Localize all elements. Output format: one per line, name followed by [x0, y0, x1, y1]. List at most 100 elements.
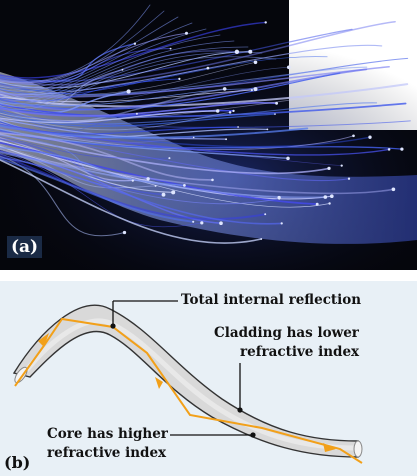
fiber-tip [211, 178, 214, 182]
fiber-strand [0, 78, 180, 102]
fiber-tip [275, 101, 279, 105]
fiber-core [24, 318, 359, 451]
fiber-tip [347, 177, 351, 180]
fiber-tip [219, 221, 223, 226]
fiber-tip [171, 190, 176, 195]
fiber-strand [0, 159, 263, 244]
fiber-tip [225, 138, 228, 141]
fiber-tip [200, 221, 204, 225]
fiber-tip [121, 68, 124, 71]
fiber-tip [131, 179, 134, 182]
fiber-diagram [12, 300, 363, 464]
fiber-tip [178, 77, 181, 81]
fiber-tip [248, 49, 253, 54]
fiber-tip [126, 89, 131, 94]
fiber-exit-face [353, 440, 363, 458]
fiber-strand [0, 102, 407, 118]
fiber-tip [260, 238, 263, 240]
fiber-tip [237, 126, 239, 128]
fiber-strand [0, 102, 378, 125]
fiber-tip [206, 66, 210, 70]
fiber-strand [0, 141, 330, 208]
fiber-tip [327, 166, 331, 171]
tir-diagram-panel: Total internal reflection Cladding has l… [0, 281, 417, 476]
fiber-strand [0, 4, 151, 83]
fiber-strand [0, 97, 305, 121]
fiber-tip [368, 135, 372, 139]
fiber-tip [387, 148, 391, 151]
fiber-tips [121, 21, 404, 240]
fiber-tip [192, 136, 195, 139]
fiber-strand [0, 101, 278, 117]
fiber-strand [0, 113, 371, 148]
fiber-tip [328, 202, 331, 205]
fiber-strand [0, 34, 221, 98]
ray-arrow-2 [155, 377, 163, 389]
fiber-strand [0, 10, 165, 86]
fiber-tip [391, 187, 396, 192]
core-point [250, 432, 256, 438]
core-label-line2: refractive index [47, 445, 167, 461]
cladding-label-line1: Cladding has lower [214, 325, 359, 341]
tir-point [110, 323, 116, 329]
fiber-tip [329, 194, 334, 199]
fiber-strand [0, 136, 170, 159]
fiber-tip [264, 213, 267, 216]
fiber-tip [266, 128, 269, 131]
tir-label: Total internal reflection [181, 292, 362, 308]
fiber-tip [169, 47, 172, 50]
fiber-strand [0, 21, 267, 79]
fiber-strand [0, 156, 283, 225]
fiber-tip [222, 87, 227, 91]
fiber-strand [0, 111, 231, 131]
fiber-strand [0, 127, 343, 166]
fiber-strand [0, 66, 290, 108]
fiber-tip [264, 21, 267, 24]
fiber-strand [0, 154, 267, 221]
ray-arrow-1 [38, 333, 49, 347]
panel-a-label: (a) [7, 236, 43, 258]
core-label-line1: Core has higher [47, 426, 168, 442]
optical-fiber-photo [0, 0, 417, 270]
fiber-tip [228, 111, 232, 114]
fiber-tip [286, 156, 290, 161]
fiber-tip [253, 87, 258, 92]
fiber-tip [234, 49, 240, 54]
fiber-strand [0, 28, 207, 95]
fiber-strand [0, 51, 251, 89]
fiber-tip [315, 202, 319, 206]
fiber-strand [0, 20, 396, 86]
fiber-tip [122, 230, 127, 235]
fiber-strand [0, 148, 395, 195]
fiber-strand [0, 51, 263, 108]
light-ray-path [14, 317, 363, 464]
fiber-strand [0, 153, 280, 205]
fiber-strand [0, 157, 195, 223]
fiber-strand [0, 46, 249, 104]
fiber-strand [0, 44, 383, 96]
fiber-tip [340, 164, 343, 167]
fiber-tip [215, 109, 220, 113]
fiber-strand [0, 133, 330, 175]
fiber-tip [232, 109, 235, 113]
fiber-strand [0, 151, 327, 199]
fiber-strand [0, 72, 341, 111]
fiber-entry-face [14, 366, 28, 384]
fiber-tip [146, 177, 150, 181]
fiber-strand [0, 110, 219, 124]
fiber-tip [135, 112, 138, 115]
fiber-tip [168, 157, 171, 160]
fiber-strand [0, 128, 289, 160]
fiber-strand [0, 56, 277, 111]
fiber-tip [278, 197, 281, 200]
fiber-tip [161, 192, 166, 197]
fiber-strands [0, 4, 411, 244]
fiber-strand [0, 126, 195, 144]
fiber-tip [185, 31, 188, 35]
fiber-strand [0, 137, 149, 182]
fiber-tip [250, 89, 253, 92]
fiber-tip [352, 134, 355, 138]
fiber-strand [0, 111, 276, 127]
fiber-strand [0, 132, 214, 181]
fiber-tip [280, 222, 283, 225]
